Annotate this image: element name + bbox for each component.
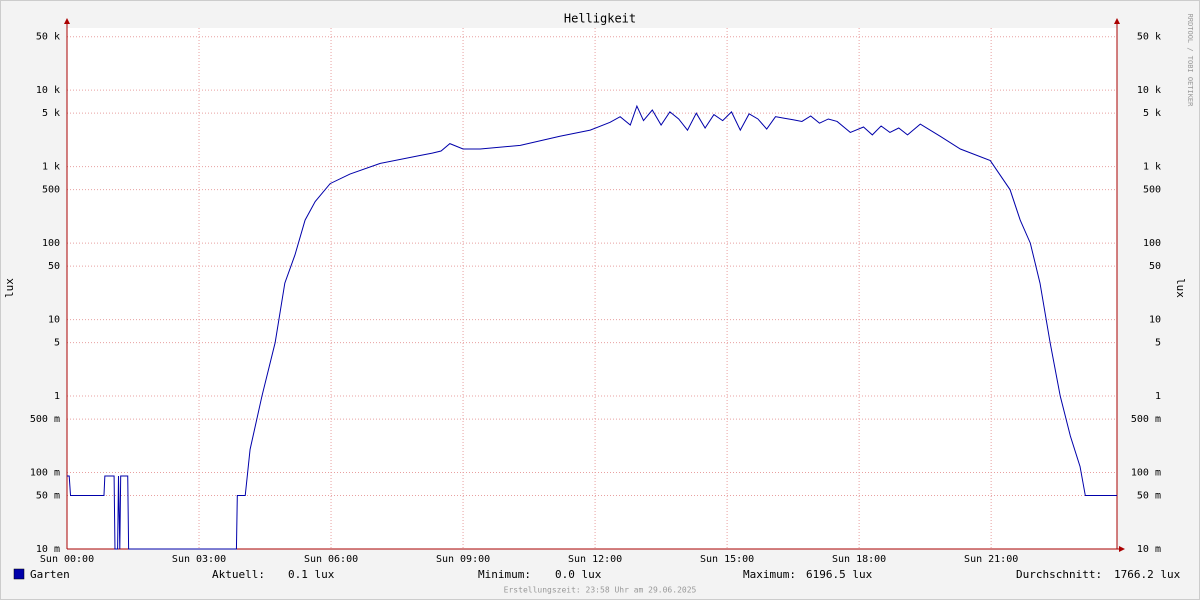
y-tick-label-right: 10 k [1137,85,1161,96]
y-tick-label-right: 500 [1143,185,1161,196]
y-tick-label-right: 50 m [1137,491,1161,502]
y-tick-label-right: 10 m [1137,544,1161,555]
y-tick-label-right: 100 m [1131,468,1161,479]
y-tick-label: 1 k [42,162,60,173]
y-axis-label-right: lux [1174,278,1187,298]
y-tick-label-right: 1 [1155,391,1161,402]
y-tick-label-right: 1 k [1143,162,1161,173]
x-tick-label: Sun 06:00 [304,554,358,565]
stat-value: 6196.5 lux [806,568,873,581]
stat-label: Aktuell: [212,568,265,581]
y-tick-label: 100 m [30,468,60,479]
stat-label: Minimum: [478,568,531,581]
stat-label: Durchschnitt: [1016,568,1102,581]
y-tick-label: 1 [54,391,60,402]
x-tick-label: Sun 09:00 [436,554,490,565]
y-tick-label: 50 k [36,32,60,43]
stat-label: Maximum: [743,568,796,581]
y-tick-label: 10 [48,315,60,326]
y-tick-label: 100 [42,238,60,249]
y-tick-label: 10 k [36,85,60,96]
x-tick-label: Sun 00:00 [40,554,94,565]
stat-value: 0.0 lux [555,568,602,581]
x-tick-label: Sun 21:00 [964,554,1018,565]
y-tick-label-right: 50 [1149,261,1161,272]
legend-swatch [13,568,25,580]
y-tick-label-right: 5 k [1143,108,1161,119]
y-tick-label: 5 [54,338,60,349]
y-tick-label: 500 m [30,414,60,425]
y-tick-label-right: 500 m [1131,414,1161,425]
x-tick-label: Sun 12:00 [568,554,622,565]
legend-label: Garten [30,568,70,581]
x-tick-label: Sun 15:00 [700,554,754,565]
stat-value: 1766.2 lux [1114,568,1181,581]
footer: Erstellungszeit: 23:58 Uhr am 29.06.2025 [504,586,697,595]
y-axis-label: lux [3,278,16,298]
axis-arrow [1119,546,1125,552]
data-line [67,104,1117,550]
y-tick-label-right: 5 [1155,338,1161,349]
chart-title: Helligkeit [564,12,636,26]
y-tick-label: 5 k [42,108,60,119]
y-tick-label: 500 [42,185,60,196]
y-tick-label-right: 10 [1149,315,1161,326]
x-tick-label: Sun 03:00 [172,554,226,565]
plot-area [67,28,1117,549]
y-tick-label: 50 m [36,491,60,502]
stat-value: 0.1 lux [288,568,335,581]
y-tick-label: 10 m [36,544,60,555]
y-tick-label: 50 [48,261,60,272]
y-tick-label-right: 50 k [1137,32,1161,43]
y-tick-label-right: 100 [1143,238,1161,249]
axis-arrow [1114,18,1120,24]
axis-arrow [64,18,70,24]
watermark: RRDTOOL / TOBI OETIKER [1186,14,1194,108]
x-tick-label: Sun 18:00 [832,554,886,565]
